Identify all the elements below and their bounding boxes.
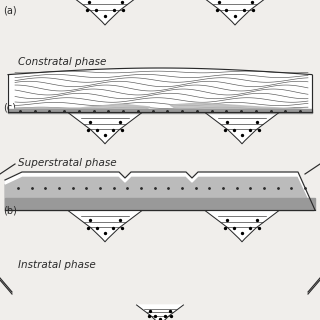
Polygon shape [5,198,315,210]
Polygon shape [68,211,141,242]
Polygon shape [8,109,312,113]
Polygon shape [68,113,141,144]
Polygon shape [8,68,312,112]
Polygon shape [15,104,150,111]
Polygon shape [137,305,183,320]
Text: (c): (c) [3,102,16,112]
Text: Superstratal phase: Superstratal phase [18,158,116,168]
Polygon shape [5,172,315,212]
Polygon shape [66,0,144,25]
Text: (b): (b) [3,205,17,215]
Polygon shape [206,113,278,144]
Polygon shape [206,211,278,242]
Polygon shape [170,103,310,111]
Text: (a): (a) [3,5,17,15]
Polygon shape [5,172,315,210]
Polygon shape [196,0,274,25]
Text: Instratal phase: Instratal phase [18,260,96,270]
Text: Constratal phase: Constratal phase [18,57,106,67]
